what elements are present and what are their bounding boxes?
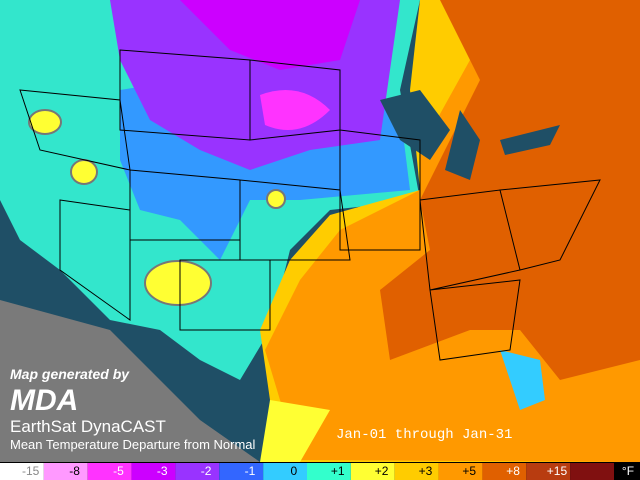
legend-swatch (570, 463, 614, 480)
legend-swatch (87, 463, 132, 480)
legend-label: 0 (290, 464, 297, 478)
warm-spot (266, 189, 286, 209)
mexico (0, 300, 260, 462)
zone-florida (500, 350, 545, 410)
legend-label: -1 (245, 464, 256, 478)
period: Jan-01 through Jan-31 (336, 427, 512, 443)
legend-swatch (219, 463, 264, 480)
legend-swatch (43, 463, 88, 480)
legend-label: -5 (113, 464, 124, 478)
legend: -15 -8 -5 -3 -2 -1 0 +1 +2 +3 +5 +8 +15 (0, 463, 614, 480)
warm-spot (70, 159, 98, 185)
generated-by: Map generated by (10, 366, 130, 382)
logo: MDA (10, 384, 78, 417)
legend-swatch (394, 463, 439, 480)
zone-plus8 (380, 0, 640, 380)
legend-swatch (307, 463, 351, 480)
legend-label: +8 (506, 464, 520, 478)
legend-swatch (350, 463, 395, 480)
legend-label: +15 (547, 464, 568, 478)
legend-label: +1 (331, 464, 345, 478)
legend-swatch (0, 463, 44, 480)
legend-swatch (263, 463, 307, 480)
warm-spot (28, 109, 62, 135)
product: EarthSat DynaCAST (10, 417, 166, 436)
state-borders (19, 49, 601, 361)
great-lakes (380, 90, 560, 180)
legend-label: -8 (69, 464, 80, 478)
legend-label: +3 (419, 464, 433, 478)
legend-label: +5 (462, 464, 476, 478)
legend-swatch (131, 463, 176, 480)
warm-spot (144, 260, 212, 306)
legend-swatch (526, 463, 571, 480)
legend-swatch (438, 463, 483, 480)
description: Mean Temperature Departure from Normal (10, 437, 256, 452)
legend-swatch (175, 463, 220, 480)
legend-swatch (482, 463, 527, 480)
legend-unit: °F (622, 464, 634, 478)
zone-plus2 (260, 400, 330, 462)
zone-minus5 (260, 90, 330, 130)
legend-label: -15 (22, 464, 40, 478)
zone-minus3 (180, 0, 360, 70)
legend-label: +2 (375, 464, 389, 478)
legend-label: -3 (157, 464, 168, 478)
legend-label: -2 (201, 464, 212, 478)
